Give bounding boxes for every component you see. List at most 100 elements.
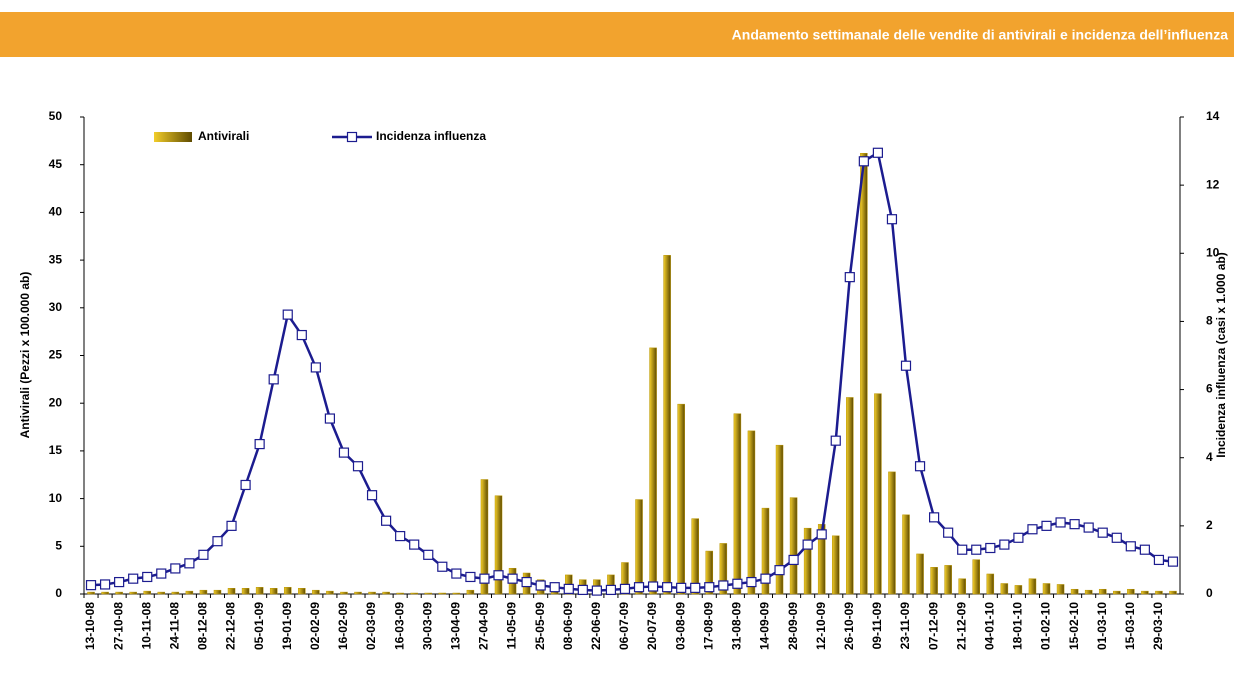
bar [860, 153, 868, 595]
marker [142, 571, 153, 583]
bar [466, 589, 475, 595]
bar [368, 591, 376, 595]
marker [971, 544, 982, 555]
marker [788, 554, 799, 566]
marker [479, 573, 490, 584]
x-tick-label: 08-12-08 [196, 602, 210, 650]
marker [254, 438, 265, 450]
marker [184, 558, 195, 569]
marker [507, 573, 518, 584]
marker [1097, 527, 1108, 538]
marker [999, 539, 1010, 550]
marker [816, 529, 827, 540]
bar [1155, 590, 1163, 595]
x-tick-label: 22-06-09 [589, 602, 603, 650]
marker [296, 329, 307, 341]
x-tick-label: 29-03-10 [1151, 602, 1165, 650]
marker [774, 565, 785, 576]
bar [1127, 588, 1135, 595]
bar [817, 524, 826, 595]
legend-swatch [154, 132, 192, 142]
header-bar [0, 12, 1234, 57]
y-axis-title: Antivirali (Pezzi x 100.000 ab) [18, 272, 32, 439]
bar [157, 591, 166, 595]
marker [1111, 532, 1122, 543]
bar [171, 591, 180, 595]
line [90, 150, 1174, 592]
x-tick-label: 25-05-09 [533, 602, 547, 650]
marker [605, 584, 617, 596]
y2-tick-label: 8 [1206, 314, 1213, 328]
marker [226, 520, 237, 531]
bar [1113, 590, 1121, 595]
marker [549, 582, 560, 593]
bar [1098, 588, 1107, 595]
x-tick-label: 27-10-08 [111, 602, 125, 650]
x-tick-label: 05-01-09 [252, 602, 266, 650]
marker [1069, 519, 1080, 530]
marker [493, 570, 504, 581]
x-tick-label: 20-07-09 [645, 602, 659, 650]
bar [340, 591, 348, 595]
marker [704, 582, 715, 593]
x-tick-label: 24-11-08 [168, 602, 182, 650]
y-tick-label: 20 [49, 395, 63, 409]
x-tick-label: 01-02-10 [1039, 602, 1053, 650]
bar [382, 591, 390, 595]
marker [746, 576, 757, 588]
marker [563, 583, 574, 594]
bar [958, 578, 966, 595]
chart-title: Andamento settimanale delle vendite di a… [732, 27, 1229, 43]
marker [732, 578, 743, 589]
marker [619, 583, 631, 594]
marker [381, 515, 392, 526]
bar [789, 497, 798, 595]
marker [900, 360, 912, 371]
marker [676, 582, 687, 593]
marker [156, 568, 167, 579]
marker [114, 576, 125, 588]
marker [395, 530, 406, 542]
bar [649, 347, 657, 595]
bar [831, 535, 840, 595]
x-tick-label: 18-01-10 [1011, 602, 1025, 650]
marker [423, 549, 434, 560]
bar [424, 592, 433, 595]
bar [761, 507, 770, 595]
marker [409, 539, 420, 550]
marker [85, 580, 97, 591]
x-tick-label: 01-03-10 [1095, 602, 1109, 650]
bar [874, 393, 882, 595]
marker [198, 549, 209, 560]
y-tick-label: 50 [49, 109, 63, 123]
marker [760, 573, 771, 584]
x-tick-label: 15-03-10 [1123, 602, 1137, 650]
y-tick-label: 5 [55, 538, 62, 552]
y-tick-label: 25 [49, 348, 63, 362]
bar [199, 589, 208, 595]
legend-label: Incidenza influenza [376, 129, 486, 143]
marker [366, 490, 378, 501]
marker [844, 272, 855, 283]
bar [227, 588, 236, 595]
bar [115, 591, 123, 595]
marker [268, 374, 279, 385]
marker [99, 579, 111, 590]
marker [1153, 554, 1165, 566]
bar [452, 592, 461, 595]
bar [1141, 590, 1149, 595]
marker [1083, 522, 1094, 533]
legend-marker [346, 131, 358, 143]
marker [1027, 524, 1038, 535]
bar [255, 587, 264, 595]
bar [1056, 584, 1065, 595]
bar [888, 471, 896, 595]
x-tick-label: 07-12-09 [926, 602, 940, 650]
marker [647, 581, 659, 592]
y-tick-label: 35 [49, 252, 63, 266]
marker [1041, 520, 1052, 531]
bar [185, 590, 194, 595]
y2-tick-label: 6 [1206, 382, 1213, 396]
marker [212, 536, 223, 547]
